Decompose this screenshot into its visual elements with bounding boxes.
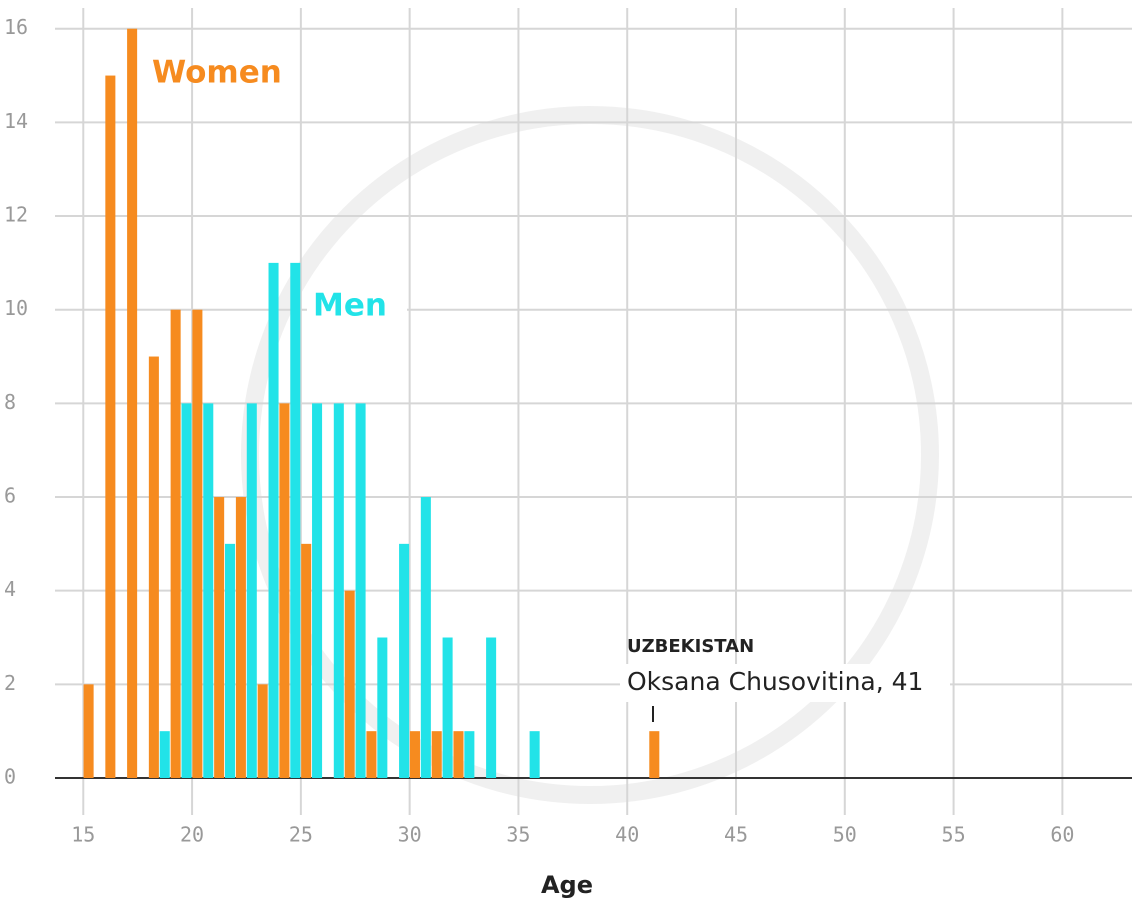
y-tick-label: 6 <box>4 484 16 508</box>
bar <box>235 497 246 778</box>
bar <box>159 731 170 778</box>
bar <box>333 403 344 778</box>
bar <box>170 309 181 778</box>
bar <box>409 731 420 778</box>
bar <box>290 262 301 778</box>
y-tick-label: 8 <box>4 390 16 414</box>
y-tick-label: 2 <box>4 671 16 695</box>
bar <box>442 637 453 778</box>
x-tick-label: 55 <box>942 823 966 847</box>
y-tick-label: 10 <box>4 296 28 320</box>
bar <box>203 403 214 778</box>
x-tick-label: 40 <box>615 823 639 847</box>
x-tick-label: 50 <box>833 823 857 847</box>
bar <box>453 731 464 778</box>
bar <box>649 731 660 778</box>
bar <box>366 731 377 778</box>
bar <box>148 356 159 778</box>
bar <box>181 403 192 778</box>
bar <box>355 403 366 778</box>
x-tick-label: 25 <box>289 823 313 847</box>
bar <box>83 684 94 778</box>
bar <box>225 543 236 778</box>
legend-label: Women <box>152 55 282 91</box>
bar <box>127 28 138 779</box>
label-background <box>307 285 407 329</box>
bar <box>312 403 323 778</box>
bar <box>529 731 540 778</box>
y-tick-label: 12 <box>4 203 28 227</box>
bar <box>486 637 497 778</box>
bar <box>377 637 388 778</box>
bar <box>399 543 410 778</box>
bar <box>464 731 475 778</box>
x-tick-label: 45 <box>724 823 748 847</box>
bar <box>301 543 312 778</box>
bar <box>257 684 268 778</box>
bar <box>246 403 257 778</box>
y-tick-label: 16 <box>4 15 28 39</box>
legend-label: Men <box>313 288 387 324</box>
y-tick-label: 4 <box>4 577 16 601</box>
x-tick-label: 60 <box>1050 823 1074 847</box>
x-tick-label: 20 <box>180 823 204 847</box>
annotation-background <box>620 664 950 702</box>
x-tick-label: 15 <box>71 823 95 847</box>
y-tick-label: 0 <box>4 765 16 789</box>
bar <box>344 590 355 778</box>
annotation-text: Oksana Chusovitina, 41 <box>627 667 923 696</box>
bar <box>431 731 442 778</box>
annotation-title: UZBEKISTAN <box>627 636 754 657</box>
bar <box>192 309 203 778</box>
y-tick-label: 14 <box>4 109 28 133</box>
x-tick-label: 30 <box>398 823 422 847</box>
bar <box>105 75 116 778</box>
x-tick-label: 35 <box>506 823 530 847</box>
bar <box>214 497 225 778</box>
bar <box>420 497 431 778</box>
x-axis-label: Age <box>541 871 593 899</box>
bar <box>279 403 290 778</box>
bar <box>268 262 279 778</box>
